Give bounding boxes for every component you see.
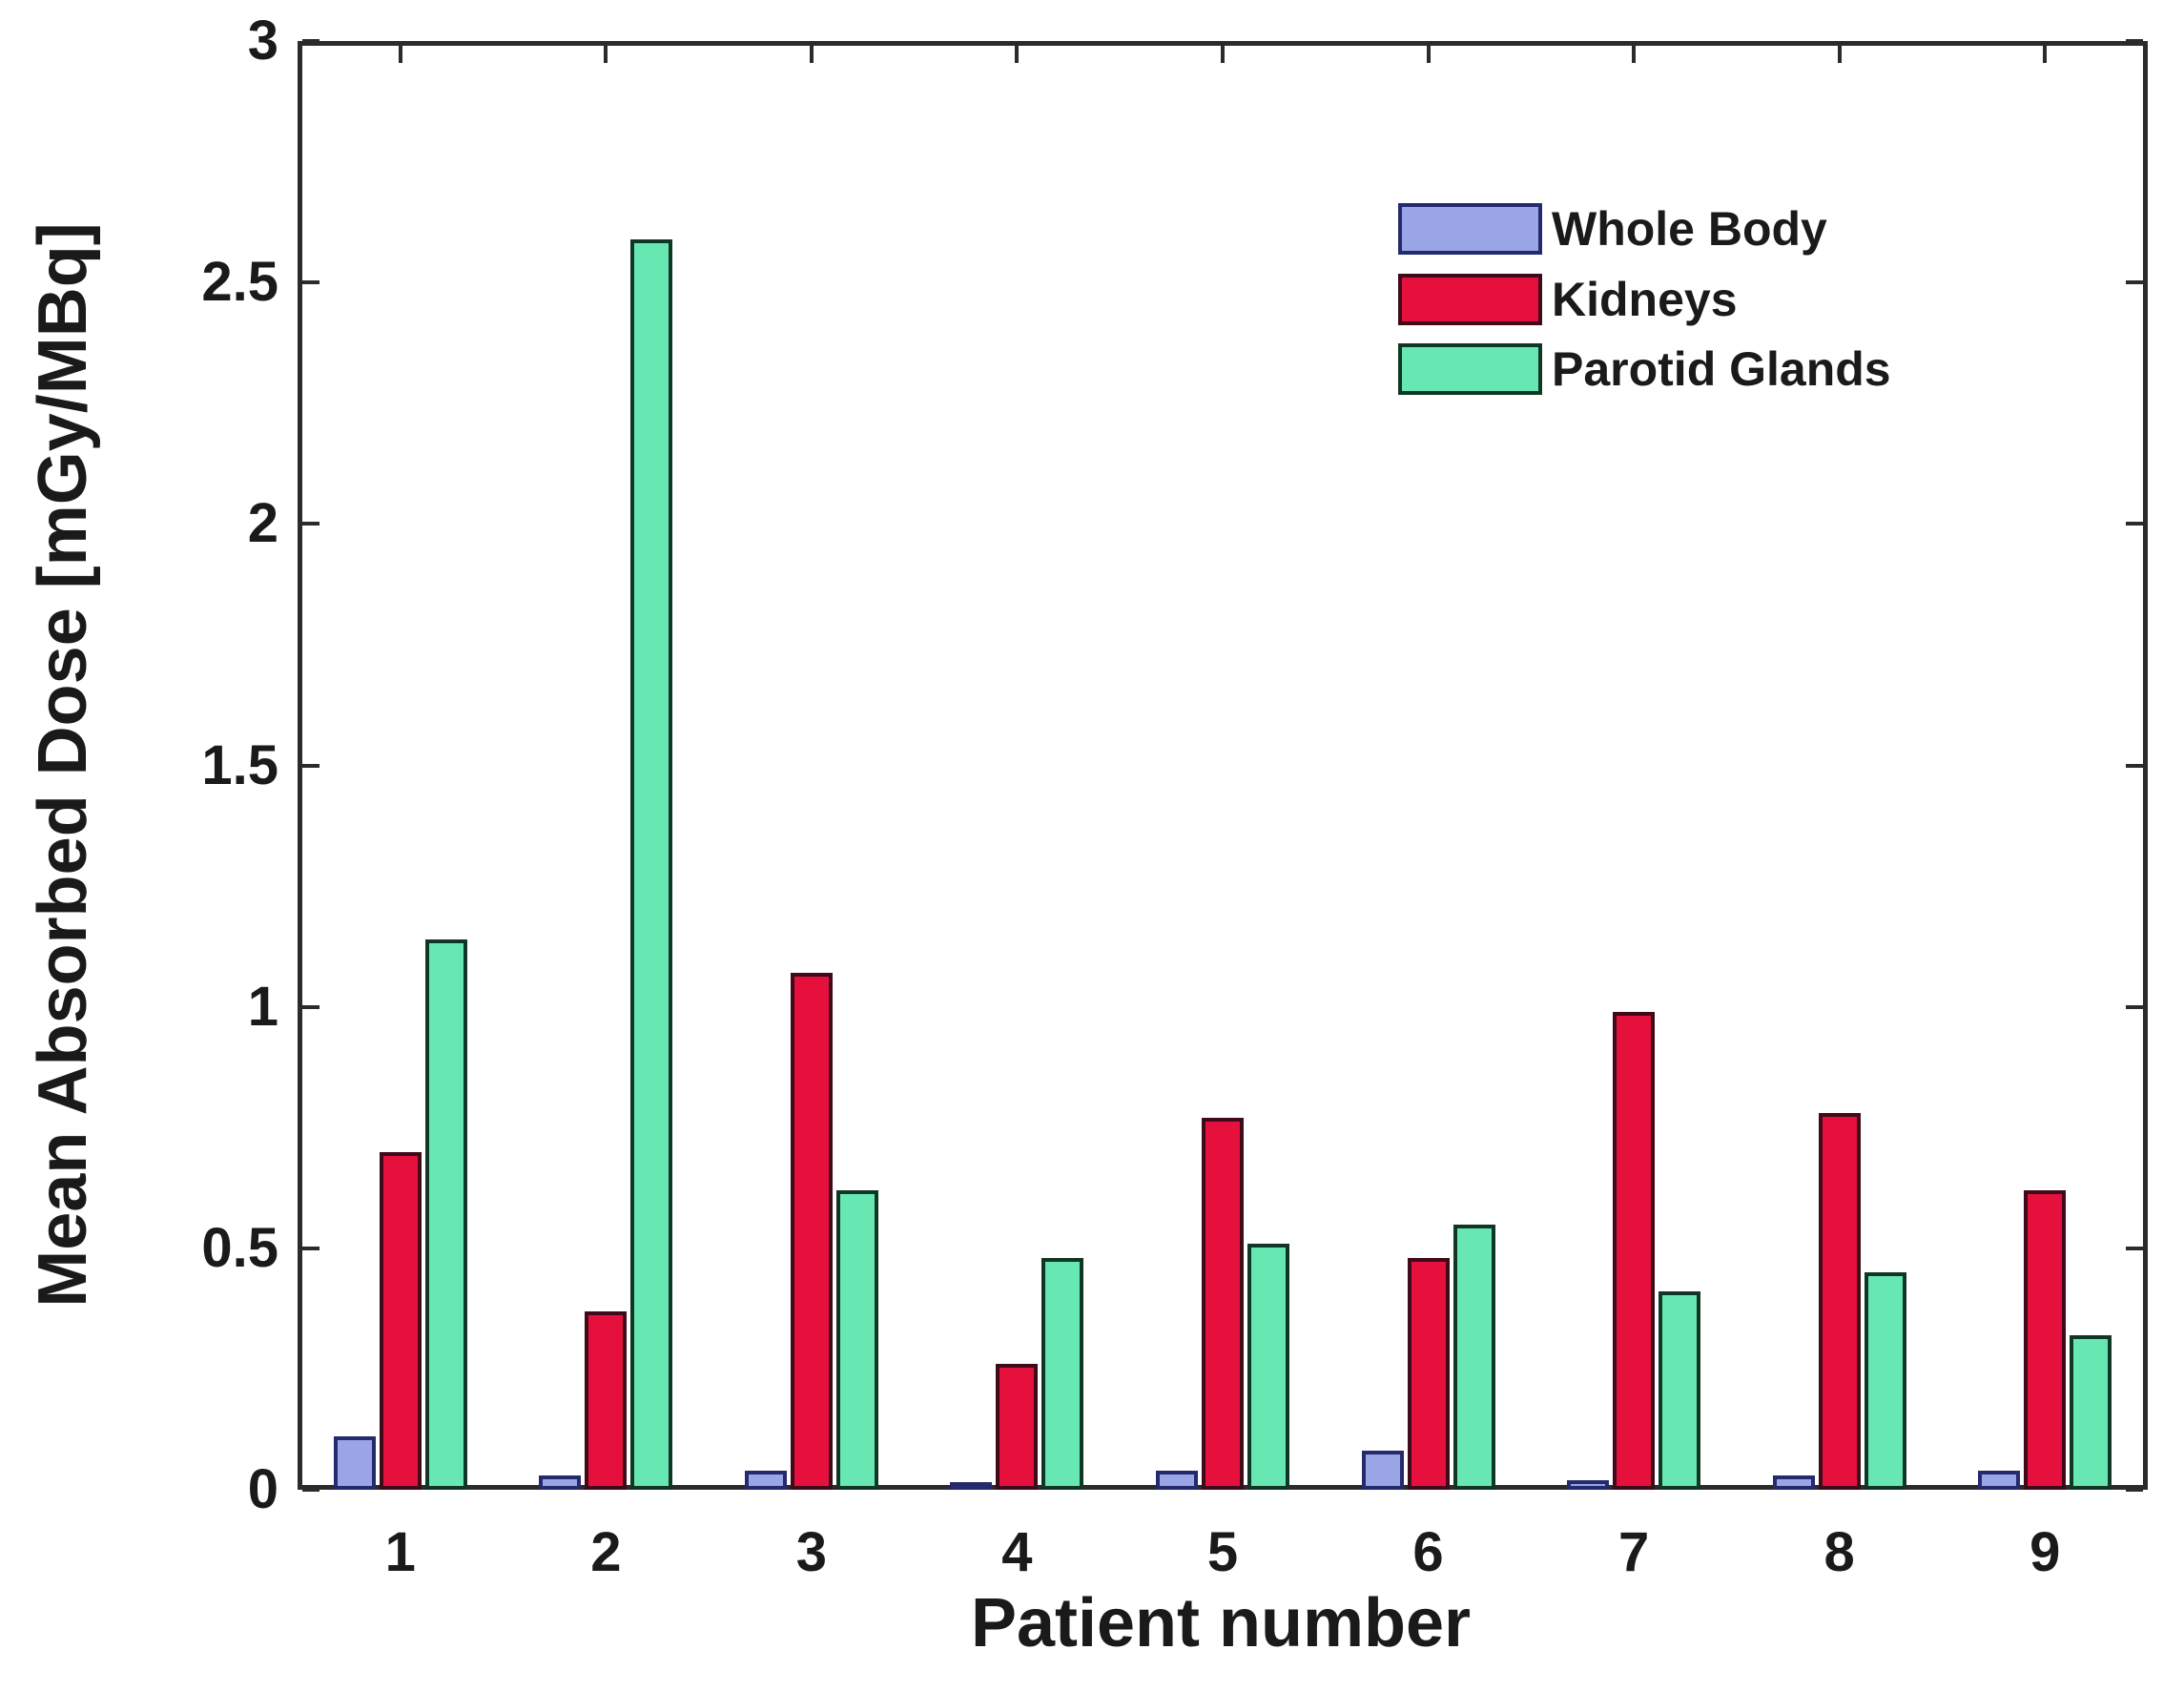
- x-tick-top: [1426, 46, 1431, 63]
- bar-whole-body-patient-3: [744, 1470, 787, 1490]
- x-tick-top: [1221, 46, 1225, 63]
- x-tick-top: [809, 46, 814, 63]
- y-axis-label: Mean Absorbed Dose [mGy/MBq]: [25, 222, 101, 1308]
- y-tick-right: [2126, 1246, 2143, 1250]
- bar-parotid-glands-patient-3: [835, 1190, 878, 1490]
- y-tick: [302, 1246, 319, 1250]
- y-tick-right: [2126, 763, 2143, 768]
- bar-whole-body-patient-8: [1772, 1474, 1815, 1490]
- legend-label-kidneys: Kidneys: [1552, 273, 1738, 326]
- x-tick-label: 9: [2029, 1521, 2061, 1583]
- x-tick-top: [398, 46, 402, 63]
- y-tick-label: 0.5: [201, 1216, 278, 1279]
- y-tick-label: 0: [247, 1458, 278, 1520]
- legend-label-whole-body: Whole Body: [1552, 202, 1827, 256]
- bar-whole-body-patient-4: [950, 1482, 993, 1491]
- y-tick-label: 1: [247, 975, 278, 1038]
- bar-kidneys-patient-1: [379, 1151, 422, 1490]
- y-tick-right: [2126, 522, 2143, 526]
- bar-kidneys-patient-4: [996, 1364, 1039, 1490]
- bar-kidneys-patient-2: [585, 1310, 628, 1490]
- bar-kidneys-patient-5: [1202, 1118, 1244, 1490]
- y-tick: [302, 39, 319, 43]
- y-tick-label: 2: [247, 492, 278, 555]
- bar-parotid-glands-patient-4: [1041, 1257, 1084, 1490]
- bar-whole-body-patient-2: [539, 1474, 582, 1490]
- y-tick: [302, 1004, 319, 1009]
- x-tick-label: 8: [1823, 1521, 1855, 1583]
- bar-kidneys-patient-6: [1407, 1257, 1450, 1490]
- x-tick-label: 4: [1001, 1521, 1033, 1583]
- x-tick-top: [1632, 46, 1637, 63]
- bar-parotid-glands-patient-7: [1659, 1291, 1701, 1490]
- y-tick: [302, 1488, 319, 1492]
- bar-parotid-glands-patient-2: [630, 238, 673, 1490]
- x-tick-top: [1837, 46, 1842, 63]
- bar-whole-body-patient-6: [1361, 1451, 1404, 1490]
- bar-kidneys-patient-7: [1613, 1011, 1656, 1490]
- x-tick-label: 1: [384, 1521, 416, 1583]
- x-tick-label: 6: [1412, 1521, 1444, 1583]
- x-tick-top: [2043, 46, 2048, 63]
- x-tick-top: [604, 46, 608, 63]
- legend-swatch-whole-body: [1398, 203, 1542, 255]
- x-tick-label: 2: [590, 1521, 622, 1583]
- legend-label-parotid-glands: Parotid Glands: [1552, 342, 1891, 396]
- y-tick: [302, 522, 319, 526]
- legend-swatch-kidneys: [1398, 274, 1542, 325]
- x-tick-label: 7: [1617, 1521, 1650, 1583]
- x-tick-label: 3: [795, 1521, 827, 1583]
- y-tick-right: [2126, 39, 2143, 43]
- bar-parotid-glands-patient-6: [1453, 1224, 1495, 1490]
- bar-parotid-glands-patient-8: [1864, 1272, 1906, 1490]
- bar-parotid-glands-patient-9: [2070, 1334, 2112, 1490]
- bar-parotid-glands-patient-5: [1247, 1243, 1289, 1490]
- y-tick-label: 2.5: [201, 251, 278, 314]
- legend-swatch-parotid-glands: [1398, 343, 1542, 395]
- y-tick: [302, 763, 319, 768]
- bar-whole-body-patient-5: [1156, 1470, 1198, 1490]
- y-tick-right: [2126, 1488, 2143, 1492]
- bar-whole-body-patient-1: [333, 1436, 376, 1490]
- x-tick-label: 5: [1206, 1521, 1239, 1583]
- bar-kidneys-patient-3: [790, 973, 833, 1490]
- y-tick-right: [2126, 280, 2143, 285]
- bar-kidneys-patient-9: [2024, 1190, 2067, 1490]
- y-tick-label: 1.5: [201, 733, 278, 796]
- x-axis-label: Patient number: [970, 1585, 1472, 1661]
- bar-whole-body-patient-9: [1978, 1470, 2021, 1490]
- bar-parotid-glands-patient-1: [424, 938, 467, 1490]
- y-tick-label: 3: [247, 10, 278, 72]
- x-tick-top: [1015, 46, 1020, 63]
- y-tick: [302, 280, 319, 285]
- y-tick-right: [2126, 1004, 2143, 1009]
- bar-kidneys-patient-8: [1818, 1113, 1861, 1490]
- bar-whole-body-patient-7: [1567, 1479, 1610, 1490]
